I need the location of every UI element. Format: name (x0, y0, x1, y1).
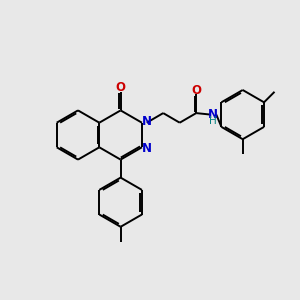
Text: O: O (191, 84, 201, 97)
Text: H: H (209, 116, 217, 126)
Text: N: N (142, 115, 152, 128)
Text: N: N (142, 142, 152, 155)
Text: O: O (116, 81, 126, 94)
Text: N: N (208, 107, 218, 121)
